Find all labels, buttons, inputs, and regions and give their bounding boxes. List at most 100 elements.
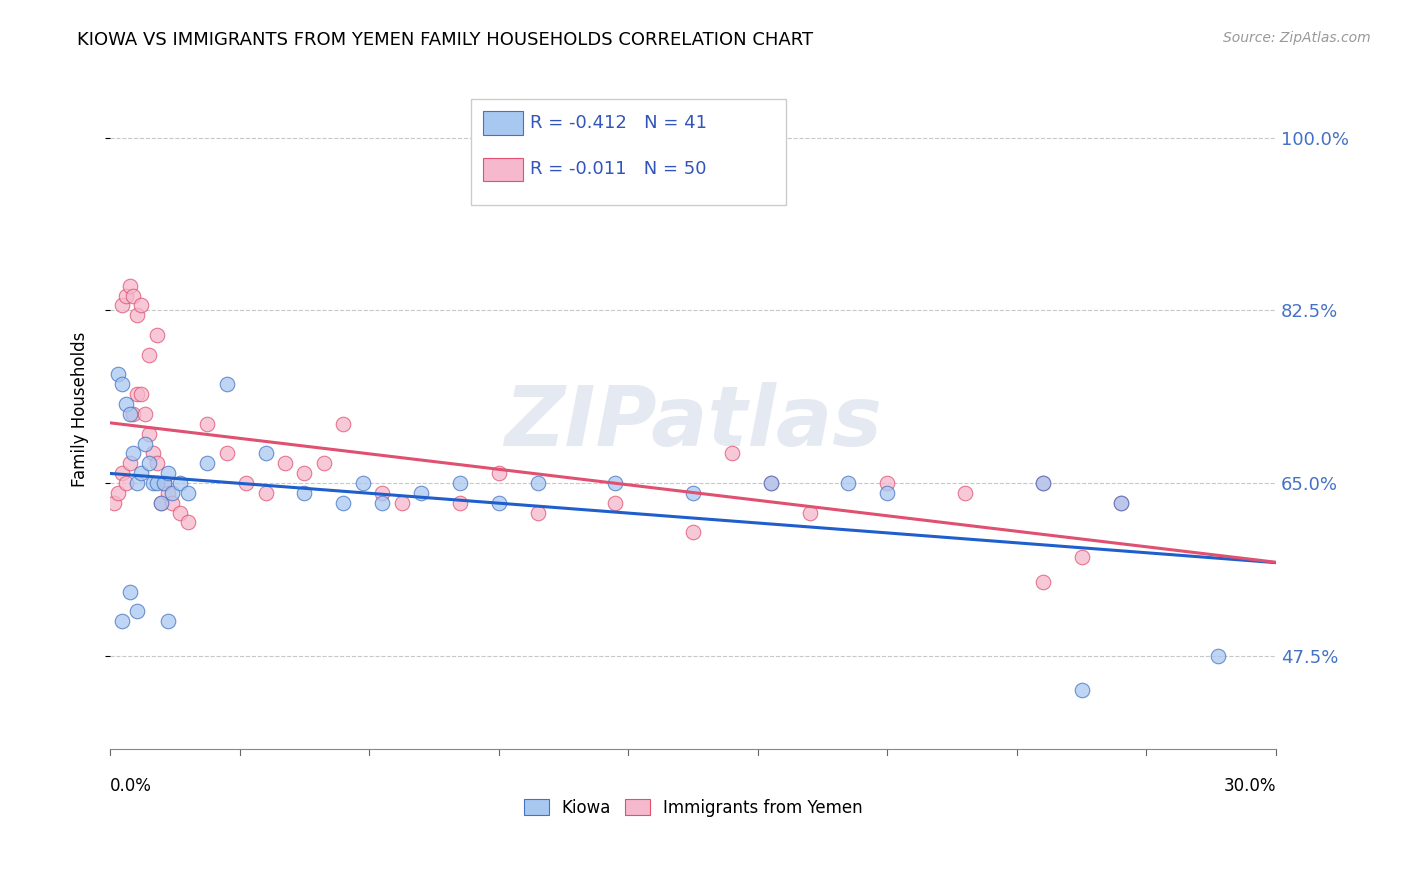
Point xyxy=(1109,496,1132,510)
Point xyxy=(122,446,145,460)
Point xyxy=(177,516,200,530)
Point xyxy=(195,417,218,431)
Text: ZIPatlas: ZIPatlas xyxy=(505,382,882,463)
Point xyxy=(352,475,374,490)
Point xyxy=(157,614,180,628)
Point xyxy=(682,486,704,500)
Point xyxy=(138,426,160,441)
Point xyxy=(118,584,141,599)
Point xyxy=(759,475,782,490)
Point xyxy=(254,446,277,460)
Point xyxy=(138,348,160,362)
FancyBboxPatch shape xyxy=(484,158,523,181)
Point xyxy=(449,475,471,490)
Point xyxy=(1032,475,1054,490)
Point xyxy=(111,298,134,312)
Point xyxy=(953,486,976,500)
Point xyxy=(488,496,510,510)
Point xyxy=(235,475,257,490)
Point xyxy=(274,456,297,470)
Point xyxy=(134,436,156,450)
Point xyxy=(312,456,335,470)
Point xyxy=(107,368,129,382)
Point xyxy=(129,466,152,480)
Point xyxy=(129,387,152,401)
Point xyxy=(1109,496,1132,510)
Point xyxy=(107,486,129,500)
Point xyxy=(799,506,821,520)
Point xyxy=(1070,683,1092,698)
Point xyxy=(332,496,354,510)
Point xyxy=(122,407,145,421)
Point xyxy=(605,475,627,490)
FancyBboxPatch shape xyxy=(484,112,523,135)
Point xyxy=(153,475,176,490)
Point xyxy=(111,377,134,392)
Point xyxy=(153,475,176,490)
Point xyxy=(142,475,165,490)
Point xyxy=(127,604,149,618)
Point xyxy=(157,486,180,500)
Point xyxy=(488,466,510,480)
Point xyxy=(127,475,149,490)
Point xyxy=(391,496,413,510)
Point xyxy=(145,475,167,490)
Point xyxy=(114,288,136,302)
Text: R = -0.412   N = 41: R = -0.412 N = 41 xyxy=(530,114,707,132)
Point xyxy=(1032,475,1054,490)
Point xyxy=(162,486,184,500)
Point xyxy=(111,614,134,628)
Point xyxy=(142,446,165,460)
Point xyxy=(127,308,149,322)
Point xyxy=(292,486,315,500)
Point xyxy=(149,496,172,510)
Point xyxy=(759,475,782,490)
Point xyxy=(118,278,141,293)
FancyBboxPatch shape xyxy=(471,99,786,204)
Point xyxy=(118,407,141,421)
Point xyxy=(195,456,218,470)
Point xyxy=(162,496,184,510)
Point xyxy=(215,446,238,460)
Point xyxy=(332,417,354,431)
Text: 0.0%: 0.0% xyxy=(110,777,152,795)
Point xyxy=(409,486,432,500)
Text: Source: ZipAtlas.com: Source: ZipAtlas.com xyxy=(1223,31,1371,45)
Point xyxy=(876,486,898,500)
Point xyxy=(111,466,134,480)
Point xyxy=(138,456,160,470)
Text: 30.0%: 30.0% xyxy=(1223,777,1277,795)
Point xyxy=(449,496,471,510)
Point xyxy=(605,496,627,510)
Point xyxy=(169,475,191,490)
Point xyxy=(837,475,859,490)
Point xyxy=(118,456,141,470)
Point xyxy=(145,456,167,470)
Point xyxy=(169,506,191,520)
Point xyxy=(129,298,152,312)
Point xyxy=(149,496,172,510)
Point xyxy=(134,407,156,421)
Point xyxy=(114,397,136,411)
Point xyxy=(177,486,200,500)
Point xyxy=(721,446,744,460)
Legend: Kiowa, Immigrants from Yemen: Kiowa, Immigrants from Yemen xyxy=(517,792,869,823)
Point xyxy=(1206,648,1229,663)
Point xyxy=(526,506,548,520)
Point xyxy=(145,328,167,343)
Point xyxy=(292,466,315,480)
Point xyxy=(122,288,145,302)
Point xyxy=(114,475,136,490)
Point xyxy=(682,525,704,540)
Point xyxy=(1032,574,1054,589)
Text: R = -0.011   N = 50: R = -0.011 N = 50 xyxy=(530,161,706,178)
Text: KIOWA VS IMMIGRANTS FROM YEMEN FAMILY HOUSEHOLDS CORRELATION CHART: KIOWA VS IMMIGRANTS FROM YEMEN FAMILY HO… xyxy=(77,31,814,49)
Point xyxy=(254,486,277,500)
Point xyxy=(1070,549,1092,564)
Point xyxy=(103,496,125,510)
Point xyxy=(215,377,238,392)
Point xyxy=(526,475,548,490)
Point xyxy=(127,387,149,401)
Y-axis label: Family Households: Family Households xyxy=(72,331,89,487)
Point xyxy=(371,496,394,510)
